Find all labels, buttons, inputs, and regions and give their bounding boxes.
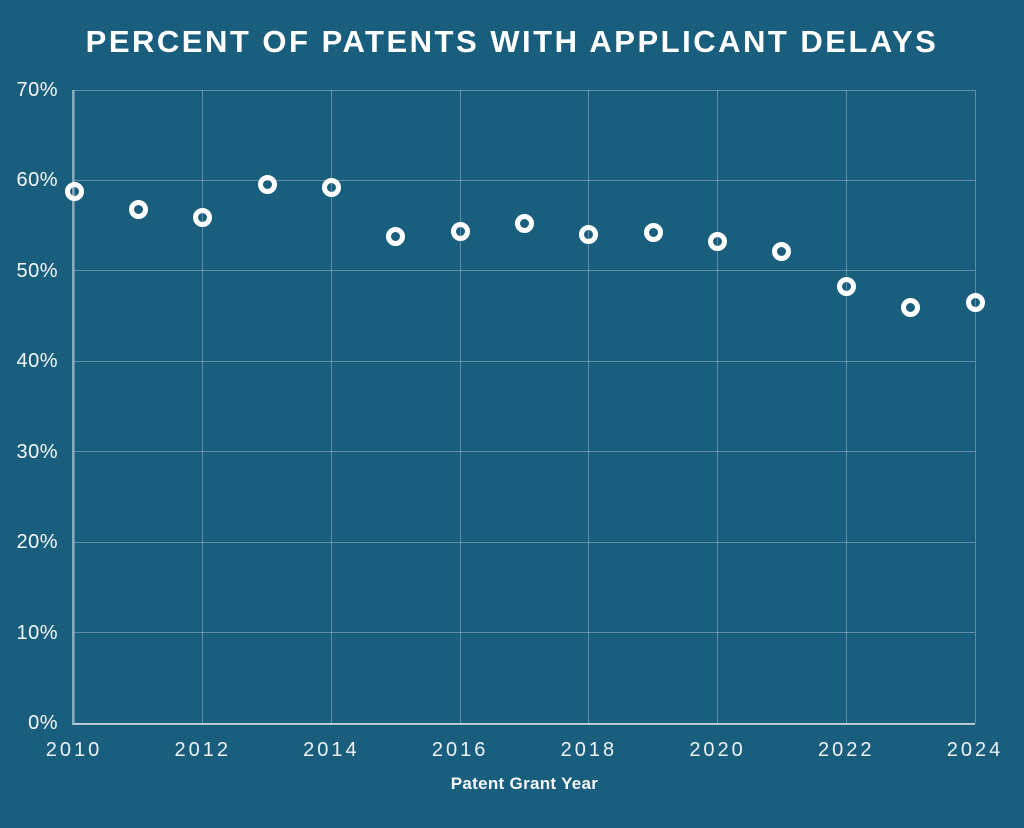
gridline-v-2016 — [459, 90, 461, 723]
gridline-v-2024 — [974, 90, 976, 723]
x-tick-label-2012: 2012 — [174, 739, 231, 761]
data-point-2021 — [772, 242, 792, 262]
gridline-v-2014 — [330, 90, 332, 723]
y-tick-label-20: 20% — [16, 531, 58, 554]
data-point-2013 — [257, 174, 277, 194]
gridline-v-2010 — [73, 90, 75, 723]
gridline-h-10 — [74, 632, 975, 634]
data-point-2011 — [128, 199, 148, 219]
x-tick-label-2014: 2014 — [303, 739, 360, 761]
gridline-v-2020 — [717, 90, 719, 723]
gridline-v-2012 — [202, 90, 204, 723]
data-point-2015 — [386, 226, 406, 246]
y-tick-label-50: 50% — [16, 259, 58, 282]
data-point-2012 — [193, 208, 213, 227]
data-point-2024 — [965, 293, 985, 312]
x-tick-label-2020: 2020 — [689, 739, 746, 761]
data-point-2016 — [450, 221, 470, 241]
data-point-2023 — [901, 298, 921, 318]
gridline-h-60 — [74, 179, 975, 181]
gridline-h-30 — [74, 451, 975, 453]
y-tick-label-0: 0% — [28, 712, 58, 734]
data-point-2014 — [321, 178, 341, 198]
gridline-h-50 — [74, 270, 975, 272]
x-tick-label-2024: 2024 — [946, 739, 1004, 761]
y-tick-label-60: 60% — [16, 169, 58, 192]
data-point-2018 — [579, 225, 599, 245]
gridline-h-40 — [74, 360, 975, 362]
chart-title: PERCENT OF PATENTS WITH APPLICANT DELAYS — [85, 24, 939, 59]
data-point-2019 — [643, 223, 663, 243]
data-point-2020 — [708, 231, 728, 251]
gridline-v-2018 — [588, 90, 590, 723]
y-tick-label-30: 30% — [16, 440, 58, 463]
y-tick-label-70: 70% — [16, 79, 58, 101]
y-tick-label-10: 10% — [16, 621, 58, 644]
data-point-2017 — [515, 214, 534, 234]
gridline-h-0 — [74, 722, 975, 724]
data-point-2022 — [836, 276, 856, 296]
gridline-h-20 — [74, 541, 975, 543]
x-tick-label-2016: 2016 — [431, 739, 489, 761]
gridline-v-2022 — [845, 90, 847, 723]
y-tick-label-40: 40% — [16, 350, 58, 373]
x-axis-title: Patent Grant Year — [450, 774, 599, 793]
x-tick-label-2018: 2018 — [560, 739, 618, 761]
gridline-h-70 — [74, 89, 975, 91]
x-tick-label-2022: 2022 — [818, 739, 875, 761]
plot-area — [64, 89, 985, 725]
data-point-2010 — [64, 181, 84, 201]
x-tick-label-2010: 2010 — [45, 739, 103, 761]
